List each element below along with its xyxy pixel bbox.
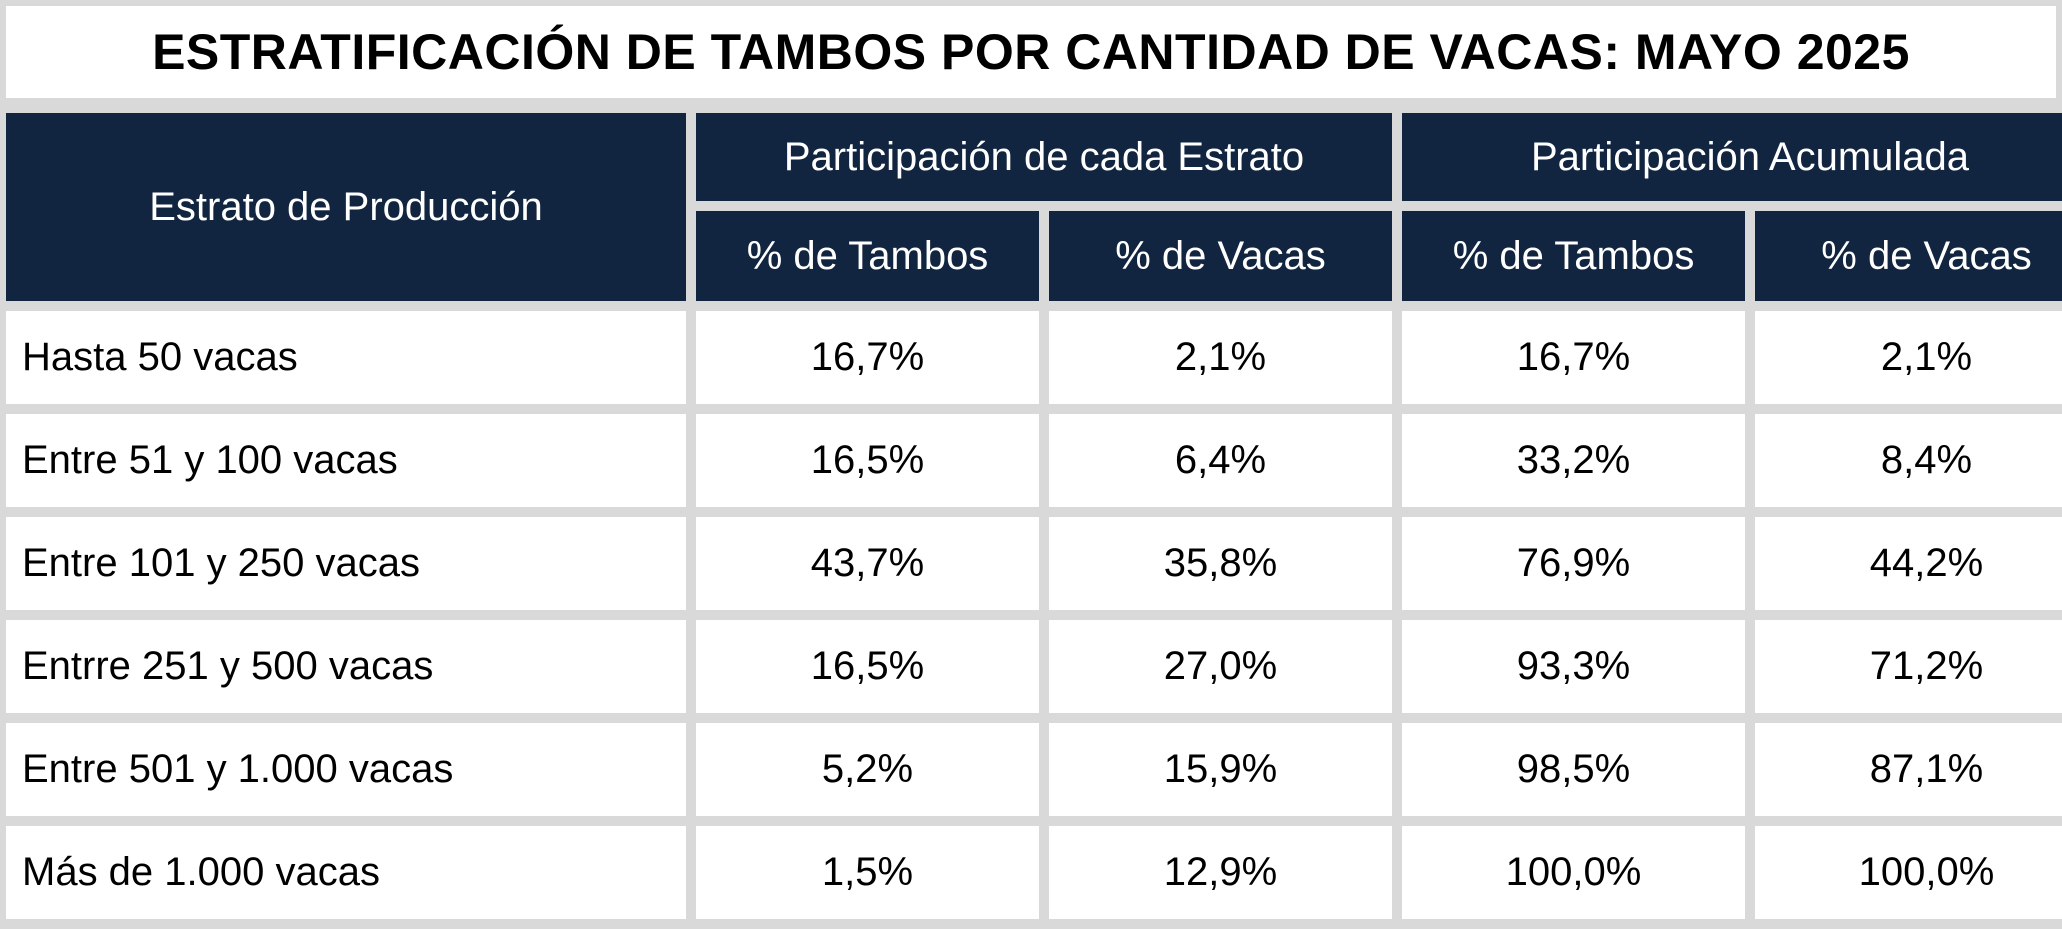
each-vacas-value: 27,0% — [1049, 620, 1393, 713]
each-vacas-value: 12,9% — [1049, 826, 1393, 919]
each-vacas-value: 35,8% — [1049, 517, 1393, 610]
header-group-each-stratum: Participación de cada Estrato — [696, 113, 1393, 201]
cum-tambos-value: 76,9% — [1402, 517, 1746, 610]
header-each-tambos: % de Tambos — [696, 211, 1039, 301]
each-tambos-value: 16,5% — [696, 620, 1039, 713]
header-stratum: Estrato de Producción — [6, 113, 686, 301]
stratum-label: Más de 1.000 vacas — [6, 826, 686, 919]
each-vacas-value: 2,1% — [1049, 311, 1393, 404]
each-tambos-value: 5,2% — [696, 723, 1039, 816]
stratum-label: Entre 501 y 1.000 vacas — [6, 723, 686, 816]
stratum-label: Hasta 50 vacas — [6, 311, 686, 404]
table-row: Hasta 50 vacas 16,7% 2,1% 16,7% 2,1% — [6, 311, 2062, 404]
cum-tambos-value: 93,3% — [1402, 620, 1746, 713]
cum-tambos-value: 98,5% — [1402, 723, 1746, 816]
header-each-vacas: % de Vacas — [1049, 211, 1393, 301]
cum-vacas-value: 8,4% — [1755, 414, 2062, 507]
table-row: Entrre 251 y 500 vacas 16,5% 27,0% 93,3%… — [6, 620, 2062, 713]
cum-tambos-value: 100,0% — [1402, 826, 1746, 919]
header-cum-vacas: % de Vacas — [1755, 211, 2062, 301]
each-tambos-value: 16,5% — [696, 414, 1039, 507]
table-row: Más de 1.000 vacas 1,5% 12,9% 100,0% 100… — [6, 826, 2062, 919]
cum-vacas-value: 87,1% — [1755, 723, 2062, 816]
each-tambos-value: 16,7% — [696, 311, 1039, 404]
cum-tambos-value: 16,7% — [1402, 311, 1746, 404]
table-title: ESTRATIFICACIÓN DE TAMBOS POR CANTIDAD D… — [6, 6, 2056, 98]
header-cum-tambos: % de Tambos — [1402, 211, 1746, 301]
stratum-label: Entre 101 y 250 vacas — [6, 517, 686, 610]
each-vacas-value: 15,9% — [1049, 723, 1393, 816]
table-row: Entre 51 y 100 vacas 16,5% 6,4% 33,2% 8,… — [6, 414, 2062, 507]
header-group-cumulative: Participación Acumulada — [1402, 113, 2062, 201]
each-tambos-value: 1,5% — [696, 826, 1039, 919]
cum-vacas-value: 44,2% — [1755, 517, 2062, 610]
table-row: Entre 501 y 1.000 vacas 5,2% 15,9% 98,5%… — [6, 723, 2062, 816]
stratum-label: Entrre 251 y 500 vacas — [6, 620, 686, 713]
table-row: Entre 101 y 250 vacas 43,7% 35,8% 76,9% … — [6, 517, 2062, 610]
cum-vacas-value: 71,2% — [1755, 620, 2062, 713]
cum-vacas-value: 100,0% — [1755, 826, 2062, 919]
cum-tambos-value: 33,2% — [1402, 414, 1746, 507]
stratum-label: Entre 51 y 100 vacas — [6, 414, 686, 507]
stratification-table: Estrato de Producción Participación de c… — [0, 103, 2062, 929]
each-tambos-value: 43,7% — [696, 517, 1039, 610]
cum-vacas-value: 2,1% — [1755, 311, 2062, 404]
each-vacas-value: 6,4% — [1049, 414, 1393, 507]
